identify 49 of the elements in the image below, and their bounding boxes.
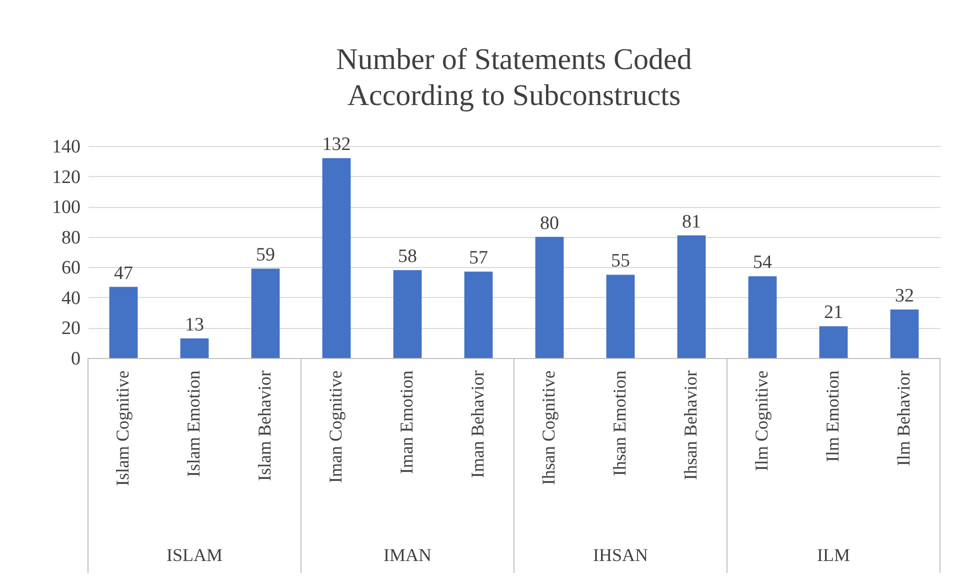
y-tick-label: 20 [62, 318, 80, 340]
y-tick-label: 120 [52, 166, 80, 188]
bar [606, 274, 635, 358]
bar [535, 236, 564, 358]
y-tick-label: 80 [62, 227, 80, 248]
x-tick-label: Ihsan Cognitive [538, 370, 558, 485]
x-tick-label: Ihsan Behavior [680, 370, 700, 480]
data-label: 80 [540, 212, 559, 234]
data-label: 59 [256, 244, 275, 266]
bar [251, 268, 280, 358]
bar [180, 338, 209, 358]
x-tick-label: Ihsan Emotion [610, 370, 630, 476]
chart-title: Number of Statements Coded According to Subconstructs [336, 43, 692, 112]
data-label: 54 [753, 252, 772, 274]
bar [109, 286, 138, 358]
x-tick-label: Ilm Cognitive [752, 370, 772, 471]
data-label: 81 [682, 211, 701, 232]
x-tick-label: Islam Cognitive [112, 370, 132, 486]
y-tick-label: 100 [52, 197, 80, 218]
bar [890, 310, 919, 358]
data-label: 55 [611, 250, 630, 272]
data-label: 21 [824, 302, 843, 324]
text: ISLAM [166, 545, 223, 565]
bar [819, 326, 848, 358]
y-tick-label: 140 [52, 136, 80, 158]
text: IMAN [384, 545, 432, 565]
data-label: 57 [469, 248, 488, 269]
bar [322, 158, 351, 358]
text: ILM [817, 545, 850, 565]
x-tick-label: Iman Cognitive [326, 370, 346, 483]
data-label: 132 [322, 134, 351, 156]
data-label: 13 [185, 314, 204, 336]
y-tick-label: 60 [62, 258, 80, 279]
x-tick-label: Islam Behavior [254, 370, 274, 481]
data-label: 58 [398, 246, 417, 268]
y-tick-label: 40 [62, 288, 80, 309]
x-tick-label: Iman Emotion [396, 370, 416, 474]
x-tick-label: Islam Emotion [184, 370, 204, 477]
data-label: 47 [114, 262, 133, 284]
text: IHSAN [592, 545, 648, 565]
x-tick-label: Iman Behavior [468, 370, 488, 478]
x-tick-label: Ilm Behavior [894, 370, 914, 466]
bar [748, 276, 777, 358]
bar [677, 235, 706, 358]
x-tick-label: Ilm Emotion [822, 370, 842, 462]
bar [393, 270, 422, 358]
bar [464, 272, 493, 358]
data-label: 32 [895, 286, 914, 307]
y-tick-label: 0 [71, 348, 80, 370]
